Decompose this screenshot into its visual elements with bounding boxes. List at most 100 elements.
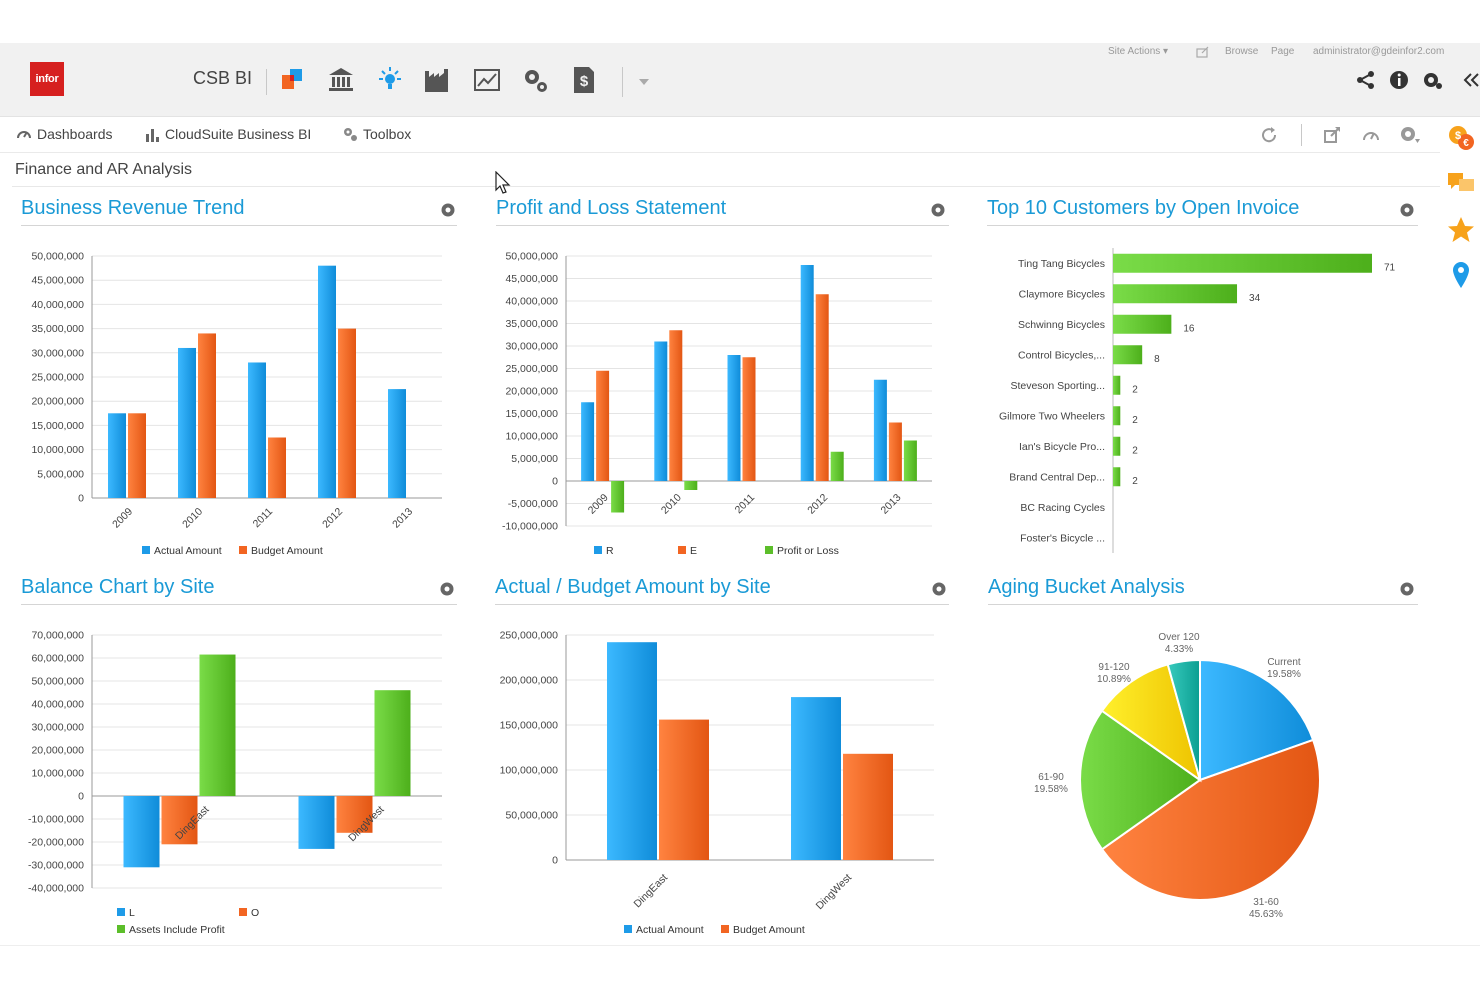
y-tick-label: -10,000,000 [502, 521, 558, 533]
y-tick-label: 20,000,000 [505, 386, 558, 398]
site-actions-menu[interactable]: Site Actions ▾ [1108, 46, 1169, 57]
bar-actual-amount [388, 389, 406, 498]
customer-bar [1113, 436, 1121, 456]
y-tick-label: 10,000,000 [31, 444, 84, 456]
legend-label: R [606, 545, 614, 557]
y-tick-label: 10,000,000 [31, 768, 84, 780]
legend-label: Assets Include Profit [129, 924, 225, 936]
bank-icon[interactable] [326, 65, 356, 95]
customer-label: Ting Tang Bicycles [1018, 258, 1105, 270]
customer-label: BC Racing Cycles [1020, 502, 1105, 514]
browse-link[interactable]: Browse [1225, 46, 1259, 57]
x-tick-label: 2013 [879, 492, 904, 517]
dashboard-settings-icon[interactable] [1399, 125, 1421, 145]
y-tick-label: 50,000,000 [31, 676, 84, 688]
share-page-icon[interactable] [1196, 46, 1210, 58]
legend-swatch [239, 908, 247, 916]
info-icon[interactable] [1388, 69, 1410, 91]
bar-chart-icon [146, 129, 159, 142]
export-icon[interactable] [1324, 126, 1344, 144]
y-tick-label: 50,000,000 [505, 810, 558, 822]
budget-gear-icon[interactable] [930, 580, 948, 598]
legend-label: Actual Amount [154, 545, 222, 557]
customer-label: Control Bicycles,... [1018, 349, 1105, 361]
dollar-document-icon[interactable]: $ [569, 65, 599, 95]
x-tick-label: 2013 [390, 506, 415, 531]
y-tick-label: 100,000,000 [500, 765, 559, 777]
mouse-cursor-icon [495, 171, 511, 194]
aging-gear-icon[interactable] [1398, 580, 1416, 598]
legend-swatch [594, 546, 602, 554]
y-tick-label: 25,000,000 [31, 372, 84, 384]
bottom-band [0, 945, 1480, 987]
bar-r [581, 402, 595, 481]
star-icon[interactable] [1446, 215, 1476, 245]
lightbulb-icon[interactable] [375, 65, 405, 95]
customer-value-label: 2 [1132, 476, 1138, 487]
settings-icon[interactable] [1421, 69, 1443, 91]
nav-bar: Dashboards CloudSuite Business BI Toolbo… [0, 117, 1440, 153]
bar-l [298, 796, 335, 849]
customers-gear-icon[interactable] [1398, 201, 1416, 219]
location-pin-icon[interactable] [1446, 260, 1476, 290]
bar-budget-amount [128, 413, 146, 498]
revenue-title: Business Revenue Trend [21, 197, 245, 219]
bar-o [161, 796, 198, 845]
x-tick-label: 2011 [251, 506, 276, 531]
currency-icon[interactable]: $ € [1446, 122, 1476, 152]
y-tick-label: 5,000,000 [511, 453, 558, 465]
y-tick-label: 25,000,000 [505, 363, 558, 375]
header-divider [266, 69, 267, 95]
pie-label-percent: 19.58% [1267, 669, 1301, 680]
bar-r [727, 355, 741, 481]
y-tick-label: 0 [78, 493, 84, 505]
aging-title: Aging Bucket Analysis [988, 576, 1185, 598]
customer-label: Schwinng Bicycles [1018, 319, 1105, 331]
nav-dashboards[interactable]: Dashboards [16, 126, 113, 142]
trend-chart-icon[interactable] [472, 65, 502, 95]
refresh-icon[interactable] [1260, 126, 1278, 144]
customer-label: Steveson Sporting... [1010, 380, 1105, 392]
chevron-down-icon[interactable] [638, 77, 650, 87]
bar-assets-include-profit [374, 690, 411, 796]
top-band [0, 0, 1480, 43]
x-tick-label: 2010 [659, 492, 684, 517]
legend-swatch [239, 546, 247, 554]
share-icon[interactable] [1355, 69, 1377, 91]
page-link[interactable]: Page [1271, 46, 1295, 57]
infor-logo[interactable]: infor [30, 62, 64, 96]
collapse-icon[interactable] [1460, 69, 1480, 91]
nav-toolbox[interactable]: Toolbox [342, 126, 411, 142]
balance-gear-icon[interactable] [438, 580, 456, 598]
y-tick-label: 15,000,000 [505, 408, 558, 420]
bar-actual-amount [607, 642, 657, 860]
pie-label-percent: 4.33% [1165, 644, 1193, 655]
user-account[interactable]: administrator@gdeinfor2.com [1313, 46, 1445, 57]
budget-rule [495, 604, 949, 605]
factory-icon[interactable] [423, 65, 453, 95]
dashboard-tool-icon[interactable] [278, 65, 308, 95]
legend-swatch [765, 546, 773, 554]
pl-gear-icon[interactable] [929, 201, 947, 219]
y-tick-label: 0 [552, 855, 558, 867]
gauge-options-icon[interactable] [1362, 126, 1382, 144]
y-tick-label: 50,000,000 [31, 251, 84, 263]
revenue-rule [21, 225, 457, 226]
x-tick-label: DingEast [632, 872, 671, 911]
settings-gears-icon[interactable] [520, 65, 550, 95]
bar-budget-amount [659, 719, 709, 860]
bar-r [654, 341, 668, 481]
legend-swatch [142, 546, 150, 554]
bar-actual-amount [791, 697, 841, 860]
y-tick-label: 40,000,000 [31, 299, 84, 311]
chat-icon[interactable] [1446, 168, 1476, 198]
pie-slice-current [1199, 658, 1315, 782]
x-tick-label: 2009 [586, 492, 611, 517]
bar-e [669, 330, 683, 481]
svg-text:$: $ [1455, 130, 1461, 142]
balance-title: Balance Chart by Site [21, 576, 215, 598]
app-header: infor CSB BI $ Site Actions ▾ [0, 43, 1480, 117]
revenue-gear-icon[interactable] [439, 201, 457, 219]
nav-business-bi[interactable]: CloudSuite Business BI [144, 126, 311, 142]
legend-label: Budget Amount [733, 924, 805, 936]
